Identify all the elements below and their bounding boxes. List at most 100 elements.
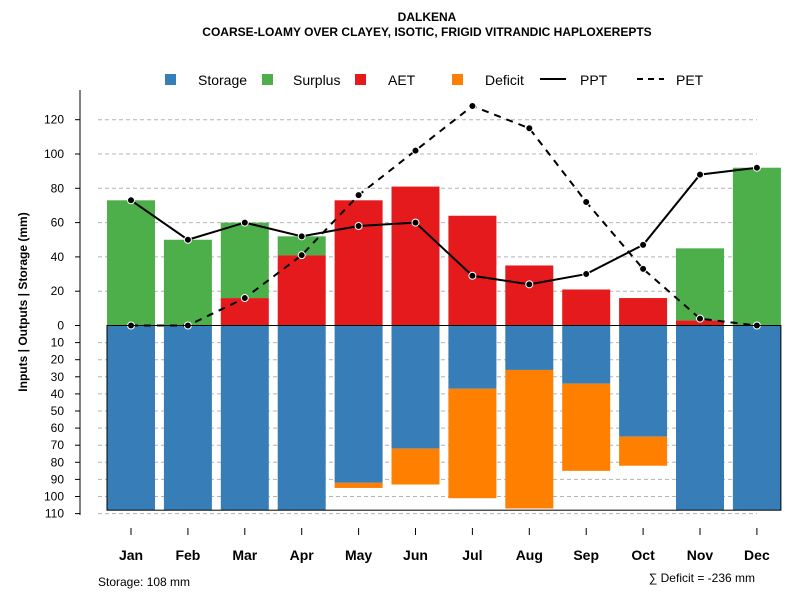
ppt-point xyxy=(411,218,420,227)
storage-bar xyxy=(676,325,724,511)
y-tick-label-upper: 0 xyxy=(57,319,64,333)
storage-bar xyxy=(448,325,497,389)
surplus-bar xyxy=(277,236,326,256)
ppt-point xyxy=(639,240,648,249)
surplus-bar xyxy=(732,167,781,326)
y-tick-label-lower: 20 xyxy=(51,353,65,367)
chart-title: DALKENA xyxy=(398,10,457,24)
chart-subtitle: COARSE-LOAMY OVER CLAYEY, ISOTIC, FRIGID… xyxy=(202,25,651,39)
y-tick-label-lower: 30 xyxy=(51,370,65,384)
ppt-line xyxy=(130,166,758,286)
legend-swatch-storage xyxy=(165,74,176,85)
y-tick-label-lower: 70 xyxy=(51,438,65,452)
aet-bar xyxy=(448,215,497,326)
surplus-bar xyxy=(220,222,269,299)
pet-point xyxy=(354,191,363,200)
x-tick-label: Aug xyxy=(516,547,543,563)
x-tick-label: Jun xyxy=(403,547,428,563)
legend-label-storage: Storage xyxy=(198,72,247,88)
ppt-point xyxy=(127,196,135,205)
y-tick-label-lower: 110 xyxy=(45,507,64,521)
legend-swatch-deficit xyxy=(452,74,463,85)
pet-point xyxy=(297,251,306,260)
y-tick-label-upper: 80 xyxy=(51,181,65,195)
storage-bar xyxy=(391,325,440,449)
deficit-bar xyxy=(505,369,554,509)
storage-bar xyxy=(562,325,611,384)
legend-label-aet: AET xyxy=(388,72,416,88)
surplus-bar xyxy=(107,200,155,326)
legend-label-deficit: Deficit xyxy=(485,72,524,88)
deficit-bar xyxy=(391,448,440,485)
x-tick-label: Oct xyxy=(631,547,655,563)
ppt-point xyxy=(183,235,192,244)
bars xyxy=(107,167,781,511)
ppt-point xyxy=(240,218,249,227)
aet-bar xyxy=(220,298,269,326)
storage-note: Storage: 108 mm xyxy=(98,575,190,589)
storage-bar xyxy=(220,325,269,511)
deficit-bar xyxy=(562,383,611,471)
y-tick-label-upper: 120 xyxy=(44,113,64,127)
x-tick-label: Jul xyxy=(462,547,482,563)
y-tick-label-lower: 40 xyxy=(51,387,65,401)
storage-bar xyxy=(619,325,668,437)
x-tick-label: Jan xyxy=(119,547,143,563)
y-tick-label-lower: 50 xyxy=(51,404,65,418)
aet-bar xyxy=(676,320,724,326)
x-tick-label: Mar xyxy=(232,547,257,563)
deficit-note: ∑ Deficit = -236 mm xyxy=(649,571,755,585)
y-tick-label-lower: 10 xyxy=(51,336,65,350)
ppt-point xyxy=(468,271,477,280)
pet-point xyxy=(525,124,534,133)
legend: Storage Surplus AET Deficit PPT PET xyxy=(165,72,704,88)
x-tick-label: Feb xyxy=(175,547,200,563)
storage-capacity-outline xyxy=(106,325,782,511)
pet-line xyxy=(131,104,758,327)
deficit-bar xyxy=(334,482,383,488)
deficit-bar xyxy=(448,388,497,499)
legend-label-pet: PET xyxy=(676,72,704,88)
aet-bar xyxy=(619,298,668,326)
y-tick-label-lower: 60 xyxy=(51,421,65,435)
x-tick-label: Sep xyxy=(573,547,599,563)
storage-bar xyxy=(505,325,554,370)
surplus-bar xyxy=(163,239,212,326)
y-tick-label-upper: 20 xyxy=(51,284,65,298)
storage-bar xyxy=(277,325,326,511)
y-tick-label-upper: 60 xyxy=(51,216,65,230)
x-tick-label: Apr xyxy=(290,547,315,563)
y-tick-label-lower: 100 xyxy=(44,490,64,504)
ppt-point xyxy=(354,222,363,231)
ppt-point xyxy=(297,232,306,241)
y-tick-label-lower: 80 xyxy=(51,455,65,469)
legend-label-ppt: PPT xyxy=(580,72,608,88)
pet-point xyxy=(468,101,477,110)
lines xyxy=(127,101,761,330)
legend-swatch-aet xyxy=(355,74,366,85)
x-tick-label: Dec xyxy=(744,547,770,563)
ppt-point xyxy=(582,270,591,279)
surplus-bar xyxy=(676,248,724,321)
aet-bar xyxy=(505,265,554,326)
storage-bar xyxy=(732,325,781,511)
ppt-point xyxy=(696,170,704,179)
aet-bar xyxy=(391,186,440,326)
pet-point xyxy=(582,198,591,207)
y-axis-label: Inputs | Outputs | Storage (mm) xyxy=(16,212,30,391)
aet-bar xyxy=(562,289,611,326)
pet-point xyxy=(639,264,648,273)
ppt-point xyxy=(525,280,534,289)
y-tick-label-upper: 100 xyxy=(44,147,64,161)
aet-bar xyxy=(277,255,326,326)
x-tick-label: May xyxy=(345,547,372,563)
legend-swatch-surplus xyxy=(262,74,273,85)
storage-bar xyxy=(163,325,212,511)
aet-bar xyxy=(334,200,383,326)
legend-label-surplus: Surplus xyxy=(293,72,340,88)
ppt-point xyxy=(752,163,761,172)
x-tick-label: Nov xyxy=(687,547,714,563)
pet-point xyxy=(240,294,249,303)
pet-point xyxy=(696,314,704,323)
